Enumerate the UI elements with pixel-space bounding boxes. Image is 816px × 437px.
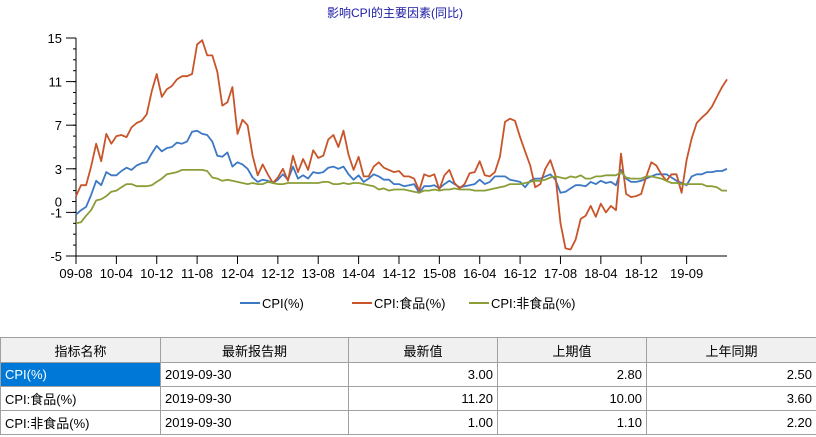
y-tick-label: 0 [55, 195, 62, 210]
cell-year-ago-value[interactable]: 3.60 [646, 386, 816, 411]
table-row[interactable]: CPI:食品(%) 2019-09-30 11.20 10.00 3.60 [0, 386, 816, 411]
x-tick-label: 10-04 [100, 266, 133, 281]
chart-legend: CPI(%) CPI:食品(%) CPI:非食品(%) [240, 296, 576, 311]
cell-year-ago-value[interactable]: 2.50 [646, 362, 816, 387]
x-tick-label: 16-12 [503, 266, 536, 281]
cell-previous-value[interactable]: 2.80 [497, 362, 647, 387]
column-header-date[interactable]: 最新报告期 [160, 337, 349, 363]
chart-title: 影响CPI的主要因素(同比) [327, 5, 463, 20]
cell-report-date[interactable]: 2019-09-30 [160, 386, 349, 411]
cell-indicator-name[interactable]: CPI:非食品(%) [0, 410, 161, 435]
x-tick-label: 13-08 [302, 266, 335, 281]
y-tick-label: -1 [50, 205, 62, 220]
x-tick-label: 16-04 [463, 266, 496, 281]
column-header-year-ago[interactable]: 上年同期 [646, 337, 816, 363]
series-line-1 [75, 39, 728, 251]
y-tick-label: 7 [55, 118, 62, 133]
column-header-latest[interactable]: 最新值 [348, 337, 498, 363]
legend-label: CPI:非食品(%) [491, 296, 576, 311]
cell-year-ago-value[interactable]: 2.20 [646, 410, 816, 435]
legend-label: CPI(%) [262, 296, 304, 311]
x-tick-label: 19-09 [670, 266, 703, 281]
cell-report-date[interactable]: 2019-09-30 [160, 410, 349, 435]
table-row[interactable]: CPI:非食品(%) 2019-09-30 1.00 1.10 2.20 [0, 410, 816, 435]
x-tick-label: 11-08 [181, 266, 213, 281]
x-tick-label: 10-12 [140, 266, 173, 281]
y-tick-label: 11 [49, 75, 63, 90]
cell-indicator-name[interactable]: CPI(%) [0, 362, 161, 387]
x-tick-label: 18-12 [625, 266, 658, 281]
cell-report-date[interactable]: 2019-09-30 [160, 362, 349, 387]
table-row[interactable]: CPI(%) 2019-09-30 3.00 2.80 2.50 [0, 362, 816, 387]
cell-latest-value[interactable]: 1.00 [348, 410, 498, 435]
column-header-name[interactable]: 指标名称 [0, 337, 161, 363]
cell-previous-value[interactable]: 1.10 [497, 410, 647, 435]
cell-latest-value[interactable]: 3.00 [348, 362, 498, 387]
y-tick-label: -5 [50, 249, 62, 264]
plot-area [75, 39, 728, 251]
y-tick-label: 3 [55, 162, 62, 177]
x-tick-label: 09-08 [59, 266, 92, 281]
x-tick-label: 12-04 [221, 266, 254, 281]
cell-previous-value[interactable]: 10.00 [497, 386, 647, 411]
indicator-table: 指标名称 最新报告期 最新值 上期值 上年同期 CPI(%) 2019-09-3… [0, 337, 816, 435]
cell-indicator-name[interactable]: CPI:食品(%) [0, 386, 161, 411]
series-line-2 [75, 168, 727, 225]
legend-label: CPI:食品(%) [374, 296, 446, 311]
x-tick-label: 17-08 [544, 266, 577, 281]
chart-axes: -5 -1 3 7 11 15 0 09-08 10-04 10-12 11-08 12-04 12-1… [48, 31, 727, 281]
x-tick-label: 15-08 [423, 266, 456, 281]
x-tick-label: 12-12 [261, 266, 294, 281]
y-tick-label: 15 [48, 31, 62, 46]
column-header-previous[interactable]: 上期值 [497, 337, 647, 363]
table-header-row: 指标名称 最新报告期 最新值 上期值 上年同期 [0, 337, 816, 363]
cell-latest-value[interactable]: 11.20 [348, 386, 498, 411]
x-tick-label: 18-04 [584, 266, 617, 281]
x-tick-label: 14-12 [382, 266, 415, 281]
x-tick-label: 14-04 [342, 266, 375, 281]
line-chart: 影响CPI的主要因素(同比) -5 -1 3 7 11 15 0 09-08 10-04 10-1… [48, 5, 728, 311]
